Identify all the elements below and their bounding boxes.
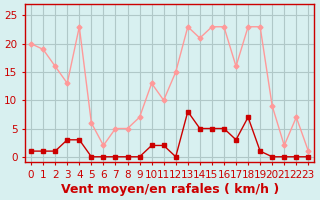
X-axis label: Vent moyen/en rafales ( km/h ): Vent moyen/en rafales ( km/h ): [60, 183, 279, 196]
